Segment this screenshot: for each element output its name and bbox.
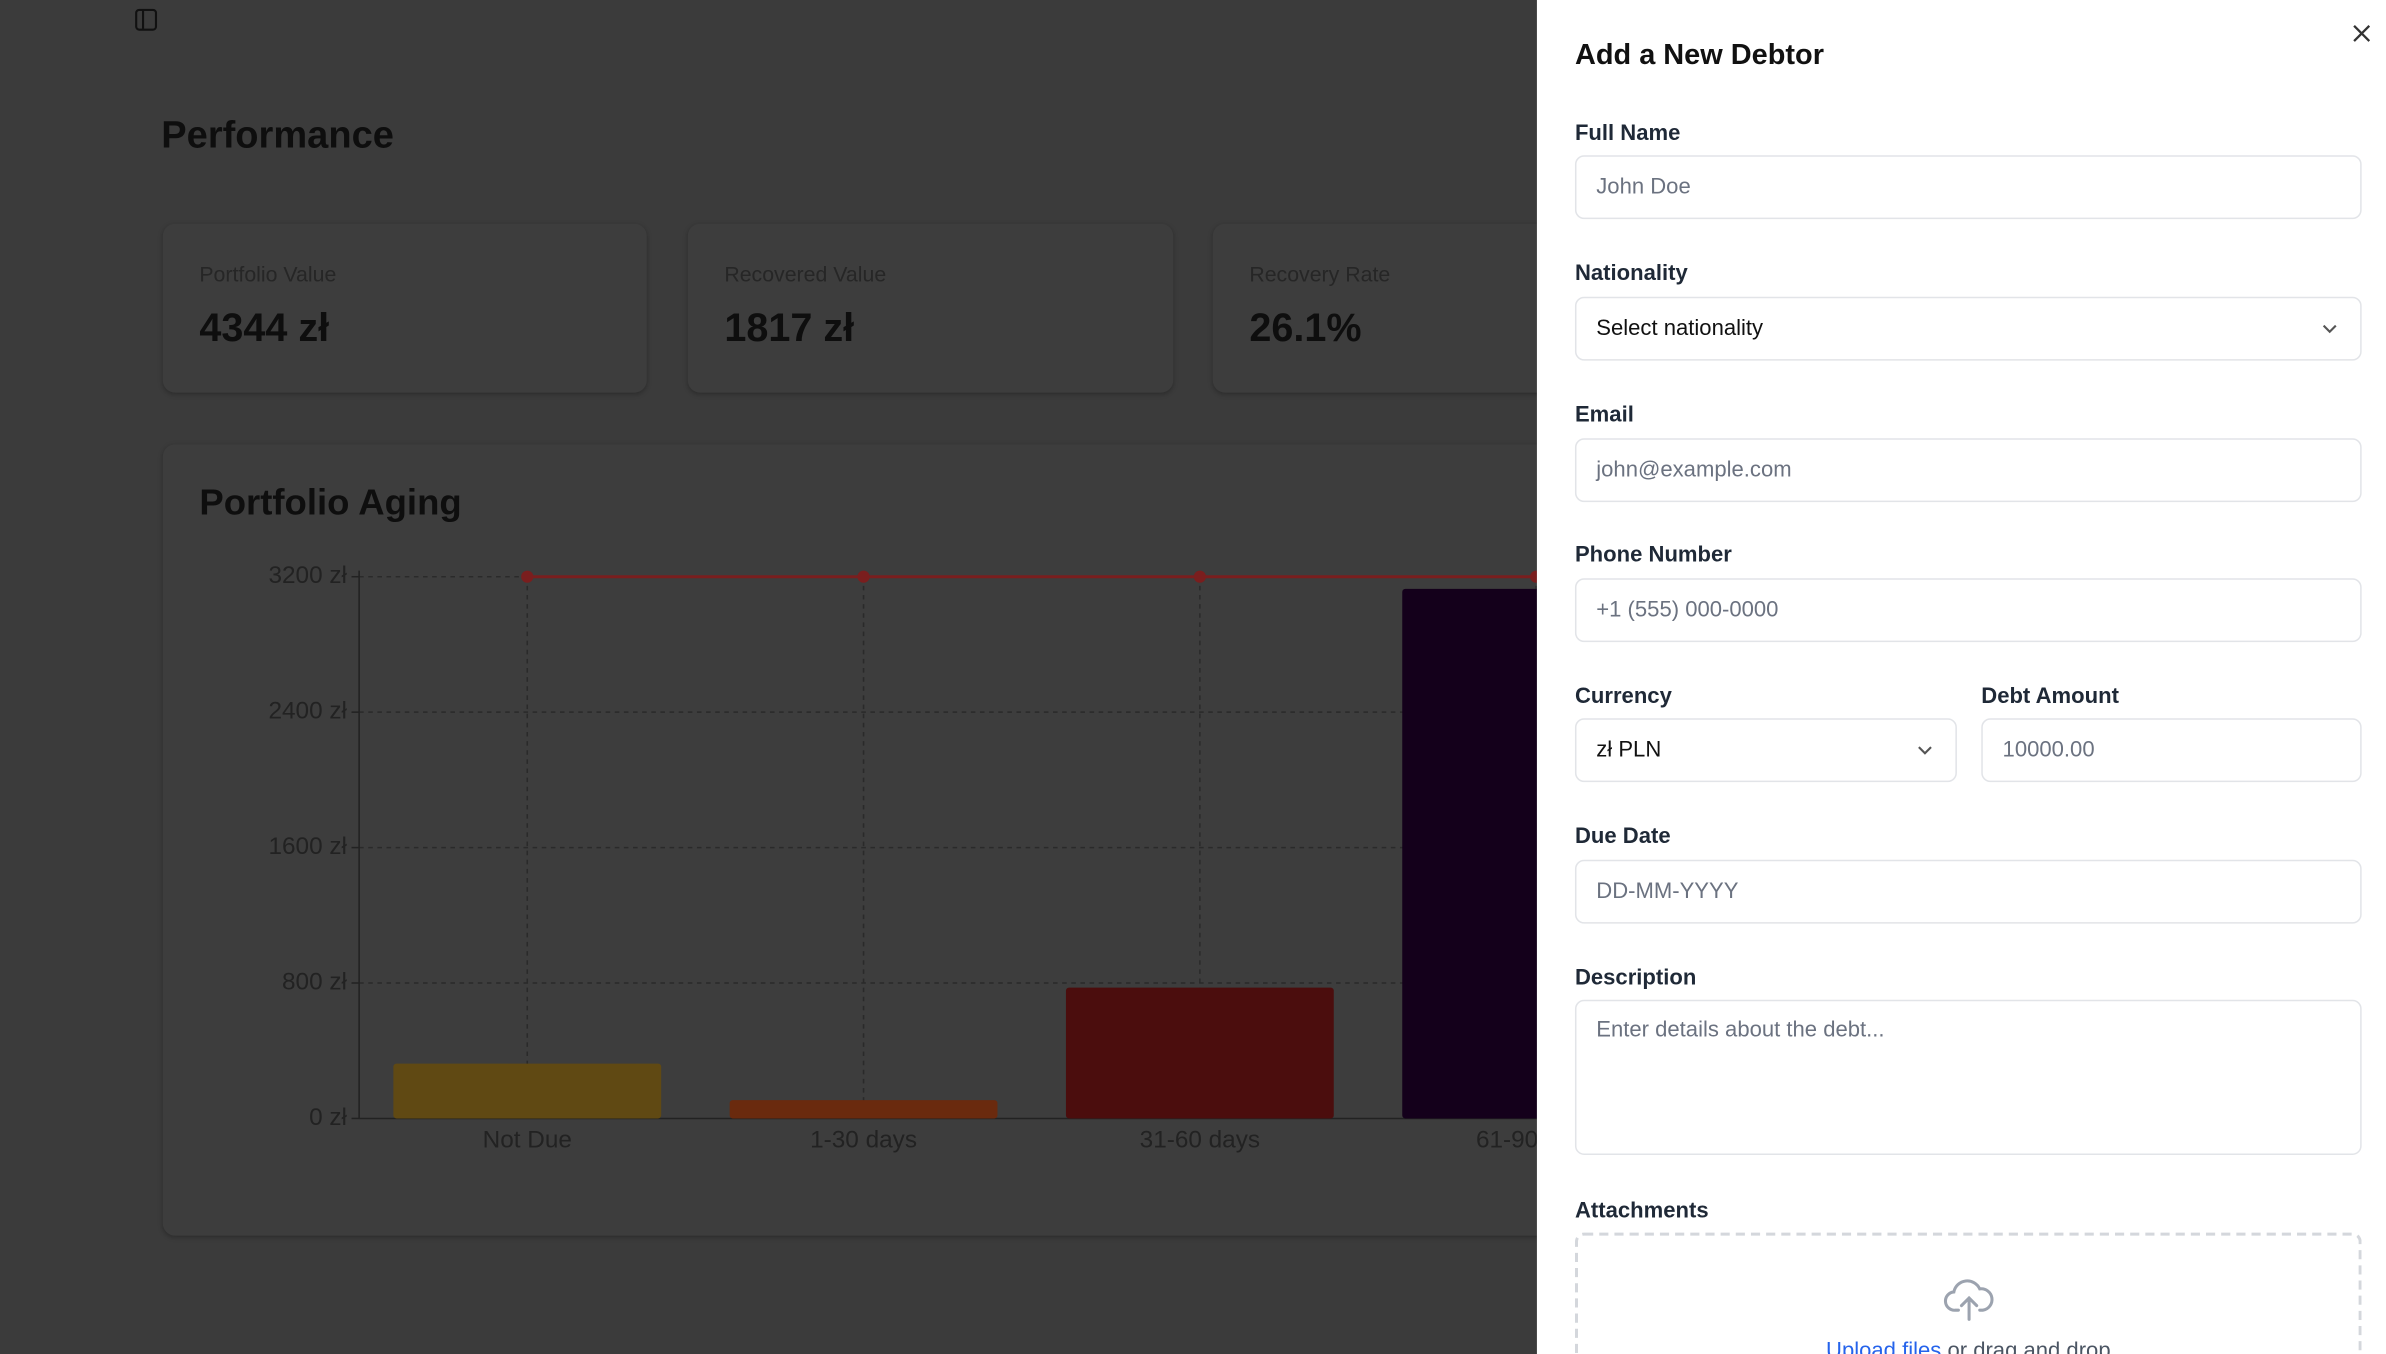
- field-label: Full Name: [1574, 121, 1681, 147]
- y-tick-label: 0 zł: [309, 1104, 347, 1131]
- field-label: Attachments: [1574, 1199, 1709, 1224]
- text-input[interactable]: +1 (555) 000-0000: [1574, 578, 2362, 643]
- upload-icon: [1943, 1279, 1994, 1321]
- field-label: Due Date: [1574, 824, 1671, 850]
- text-input[interactable]: john@example.com: [1574, 438, 2362, 503]
- chevron: [1918, 746, 1932, 755]
- select[interactable]: zł PLN: [1574, 718, 1957, 783]
- y-tick-label: 800 zł: [282, 968, 348, 995]
- side-panel: Add a New Debtor Full Name John Doe Nati…: [1536, 0, 2386, 1354]
- upload-link[interactable]: Upload files: [1826, 1339, 1942, 1354]
- stat-card: Portfolio Value 4344 zł: [162, 223, 647, 393]
- line-point: [521, 570, 534, 583]
- page-title: Performance: [161, 114, 394, 157]
- stat-label: Recovery Rate: [1249, 261, 1391, 287]
- line-point: [857, 570, 870, 583]
- y-tick-label: 1600 zł: [268, 833, 347, 860]
- y-tick-label: 3200 zł: [268, 562, 347, 589]
- bar: [1065, 987, 1334, 1119]
- bar: [1402, 588, 1537, 1119]
- y-tick-label: 2400 zł: [268, 698, 347, 725]
- dropzone[interactable]: Upload files or drag and drop: [1574, 1232, 2362, 1354]
- line-point: [1530, 570, 1537, 583]
- select[interactable]: Select nationality: [1574, 296, 2362, 361]
- close-button[interactable]: [2351, 23, 2372, 44]
- line-point: [1193, 570, 1206, 583]
- select-value: zł PLN: [1596, 738, 1662, 763]
- stat-label: Portfolio Value: [199, 261, 337, 287]
- date-input[interactable]: DD-MM-YYYY: [1574, 859, 2362, 924]
- field-label: Debt Amount: [1981, 684, 2119, 710]
- stat-label: Recovered Value: [724, 261, 887, 287]
- stat-value: 26.1%: [1249, 304, 1362, 350]
- bar: [729, 1100, 998, 1119]
- bar: [393, 1063, 662, 1119]
- chart: 0 zł 800 zł 1600 zł 2400 zł 3200 zł Not Due 1-…: [268, 562, 1537, 1154]
- field-label: Currency: [1574, 684, 1672, 710]
- panel-title: Add a New Debtor: [1574, 39, 1824, 72]
- x-tick-label: Not Due: [483, 1127, 572, 1154]
- stat-value: 1817 zł: [724, 304, 855, 350]
- select-value: Select nationality: [1596, 316, 1764, 341]
- field-label: Description: [1574, 966, 1697, 991]
- dropzone-text: Upload files or drag and drop: [1578, 1339, 2359, 1354]
- chart-title: Portfolio Aging: [199, 482, 462, 524]
- chevron: [2322, 324, 2337, 334]
- x-tick-label: 61-90 days: [1476, 1127, 1537, 1154]
- sidebar-toggle[interactable]: [134, 8, 158, 32]
- stat-card: Recovered Value 1817 zł: [687, 223, 1174, 393]
- field-label: Nationality: [1574, 261, 1688, 287]
- text-input[interactable]: 10000.00: [1981, 718, 2362, 783]
- stat-value: 4344 zł: [199, 304, 330, 350]
- x-tick-label: 31-60 days: [1140, 1127, 1260, 1154]
- textarea[interactable]: Enter details about the debt...: [1574, 999, 2362, 1155]
- x-tick-label: 1-30 days: [810, 1127, 917, 1154]
- field-label: Email: [1574, 403, 1634, 428]
- upload-hint: or drag and drop: [1947, 1339, 2111, 1354]
- text-input[interactable]: John Doe: [1574, 155, 2362, 220]
- field-label: Phone Number: [1574, 543, 1732, 568]
